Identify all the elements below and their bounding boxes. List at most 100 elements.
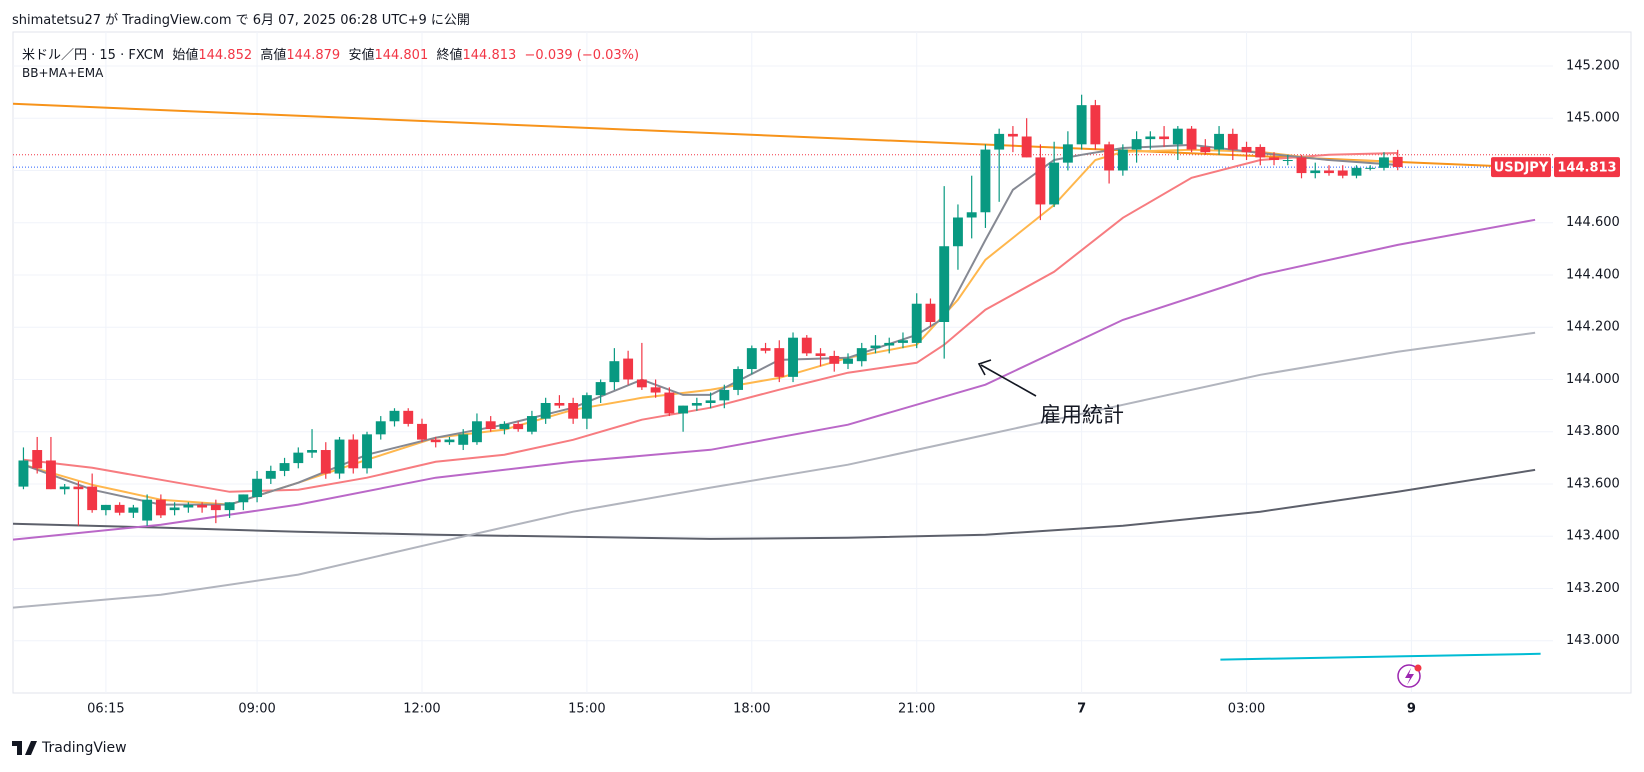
candle-body	[18, 460, 29, 487]
candle-body	[994, 133, 1005, 150]
candle-body	[911, 303, 922, 343]
candle-body	[719, 389, 730, 401]
candle-body	[513, 423, 524, 430]
y-tick-label: 145.200	[1566, 58, 1620, 73]
candle-body	[746, 348, 757, 370]
candle-body	[568, 402, 579, 419]
indicator-line	[23, 152, 1398, 493]
candle-body	[1090, 105, 1101, 145]
candle-body	[1007, 133, 1018, 137]
low-label: 安値	[348, 48, 375, 63]
candle-body	[705, 400, 716, 403]
symbol: 米ドル／円 · 15 · FXCM	[22, 48, 165, 63]
y-tick-label: 143.000	[1566, 633, 1620, 648]
candle-body	[691, 402, 702, 406]
candle-body	[1269, 157, 1279, 161]
brand-logo	[12, 741, 37, 755]
annotation: 雇用統計	[1040, 403, 1124, 427]
candle-body	[1255, 146, 1266, 158]
candle-body	[430, 439, 441, 443]
candle-body	[279, 463, 290, 471]
publish-line: shimatetsu27 が TradingView.com で 6月 07, …	[12, 13, 470, 28]
candle-body	[307, 450, 317, 453]
open-value: 144.852	[198, 48, 253, 63]
candle-body	[499, 423, 510, 430]
brand-name: TradingView	[42, 740, 127, 756]
close-label: 終値	[436, 48, 463, 63]
y-tick-label: 144.000	[1566, 372, 1620, 387]
candle-body	[417, 423, 427, 440]
x-tick-label: 03:00	[1228, 702, 1265, 717]
candle-body	[1186, 128, 1197, 150]
candle-body	[485, 421, 496, 430]
candle-body	[980, 149, 991, 213]
candle-body	[87, 486, 98, 511]
candle-body	[1021, 136, 1032, 158]
candle-body	[760, 348, 771, 351]
candle-body	[252, 478, 263, 498]
candle-body	[32, 450, 43, 469]
candle-body	[1159, 136, 1170, 140]
candle-body	[898, 340, 908, 343]
candle-body	[1145, 136, 1156, 140]
candle-body	[114, 504, 125, 513]
candle-body	[650, 387, 661, 393]
candle-body	[678, 405, 689, 414]
candle-body	[389, 410, 400, 422]
candle-body	[1337, 170, 1348, 176]
alert-icon	[1397, 664, 1422, 688]
candle-body	[155, 499, 166, 516]
x-tick-label: 21:00	[898, 702, 935, 717]
change: −0.039 (−0.03%)	[524, 48, 640, 63]
last-price-box	[1554, 157, 1620, 178]
close-value: 144.813	[462, 48, 517, 63]
y-tick-label: 143.600	[1566, 476, 1620, 491]
candle-body	[73, 486, 84, 490]
x-tick-label: 06:15	[87, 702, 124, 717]
candle-body	[348, 439, 359, 469]
candle-body	[581, 395, 592, 419]
candle-body	[1200, 146, 1211, 153]
candle-body	[774, 348, 785, 377]
candle-body	[925, 303, 936, 323]
x-tick-label: 18:00	[733, 702, 770, 717]
candle-body	[334, 439, 345, 474]
candle-body	[403, 410, 414, 424]
indicator-line	[1220, 652, 1541, 661]
candle-body	[169, 507, 180, 511]
candle-body	[142, 499, 153, 521]
candle-body	[1379, 157, 1389, 168]
high-label: 高値	[260, 48, 287, 63]
candle-body	[1035, 157, 1046, 205]
candle-body	[1214, 133, 1225, 150]
candle-body	[1049, 162, 1060, 205]
candle-body	[362, 434, 372, 469]
candle-body	[320, 450, 331, 474]
brand: TradingView	[12, 740, 127, 756]
low-value: 144.801	[374, 48, 429, 63]
y-tick-label: 143.800	[1566, 424, 1620, 439]
candle-body	[1172, 128, 1183, 145]
candle-body	[664, 392, 675, 414]
indicators: BB+MA+EMA	[22, 66, 104, 80]
candle-body	[128, 507, 139, 513]
candle-body	[609, 361, 620, 383]
annotation-arrow	[977, 359, 1037, 397]
candle-body	[265, 470, 276, 479]
chart-frame	[12, 31, 1632, 694]
candle-body	[1241, 146, 1252, 153]
y-tick-label: 144.400	[1566, 267, 1620, 282]
candle-body	[1310, 170, 1321, 174]
indicator-line	[13, 468, 1536, 540]
y-tick-label: 143.400	[1566, 529, 1620, 544]
candle-body	[636, 379, 647, 388]
y-tick-label: 143.200	[1566, 581, 1620, 596]
candle-body	[100, 504, 111, 511]
candle-body	[59, 486, 70, 490]
candle-body	[815, 353, 826, 356]
candle-body	[788, 337, 798, 377]
candle-body	[526, 416, 537, 432]
candle-body	[210, 504, 221, 511]
